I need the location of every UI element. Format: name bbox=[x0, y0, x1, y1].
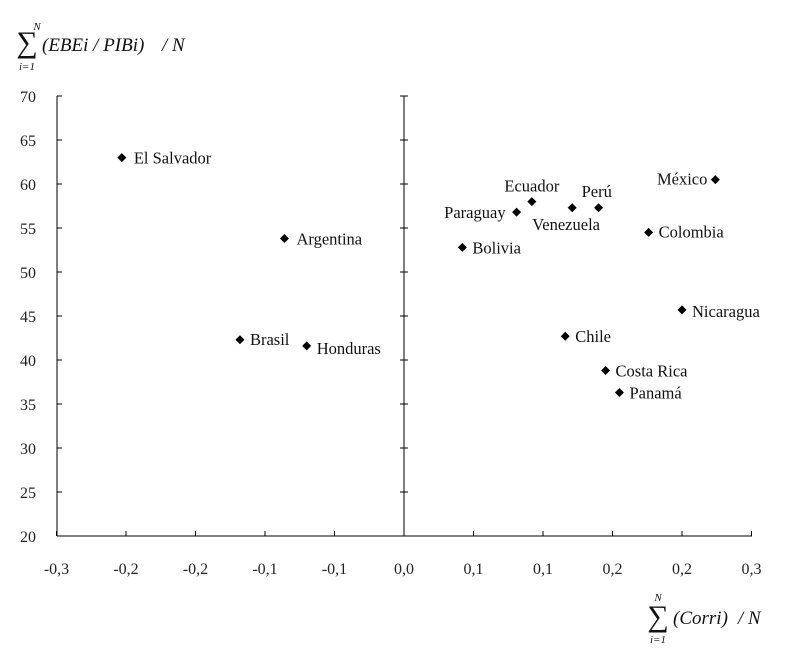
y-tick-label: 30 bbox=[20, 441, 36, 458]
data-point-marker bbox=[279, 234, 289, 244]
y-tick-label: 65 bbox=[20, 133, 36, 150]
data-point-label: El Salvador bbox=[134, 149, 212, 168]
data-point-marker bbox=[457, 242, 467, 252]
data-point-label: Brasil bbox=[250, 330, 290, 349]
data-point-label: Argentina bbox=[296, 230, 362, 249]
x-tick-label: 0,1 bbox=[533, 561, 553, 578]
data-point-label: Honduras bbox=[317, 339, 381, 358]
data-point-label: Ecuador bbox=[504, 177, 559, 196]
data-point-label: México bbox=[657, 170, 707, 189]
x-tick-label: -0,1 bbox=[322, 561, 347, 578]
y-tick-label: 50 bbox=[20, 265, 36, 282]
y-title-expression: (EBEi / PIBi) bbox=[42, 35, 144, 56]
x-tick-label: 0,2 bbox=[603, 561, 623, 578]
y-axis-ticks: 20 25 30 35 40 45 50 55 60 65 70 bbox=[20, 89, 408, 546]
data-point-marker bbox=[644, 227, 654, 237]
y-tick-label: 60 bbox=[20, 177, 36, 194]
data-point-marker bbox=[594, 203, 604, 213]
data-point-marker bbox=[560, 331, 570, 341]
y-sum-lower-limit: i=1 bbox=[19, 61, 35, 73]
x-sum-symbol: ∑ bbox=[647, 600, 668, 633]
y-sum-upper-limit: N bbox=[32, 21, 41, 33]
x-tick-label: -0,2 bbox=[113, 561, 138, 578]
data-point-label: Nicaragua bbox=[692, 302, 760, 321]
x-tick-label: 0,2 bbox=[672, 561, 692, 578]
x-tick-label: 0,3 bbox=[742, 561, 762, 578]
data-point-label: Perú bbox=[582, 182, 612, 201]
y-tick-label: 25 bbox=[20, 485, 36, 502]
y-tick-label: 40 bbox=[20, 353, 36, 370]
data-point-marker bbox=[302, 341, 312, 351]
data-point-marker bbox=[601, 366, 611, 376]
x-tick-label: -0,3 bbox=[44, 561, 69, 578]
y-tick-label: 35 bbox=[20, 397, 36, 414]
data-point-label: Chile bbox=[575, 327, 611, 346]
y-tick-label: 20 bbox=[20, 529, 36, 546]
data-point-marker bbox=[512, 207, 522, 217]
y-sum-symbol: ∑ bbox=[16, 26, 37, 59]
x-tick-label: 0,1 bbox=[464, 561, 484, 578]
x-tick-label: 0,0 bbox=[394, 561, 414, 578]
data-point-marker bbox=[117, 153, 127, 163]
x-title-divisor: / N bbox=[737, 608, 762, 629]
y-title-divisor: / N bbox=[161, 35, 186, 56]
y-tick-label: 45 bbox=[20, 309, 36, 326]
x-sum-upper-limit: N bbox=[653, 592, 662, 604]
data-point-marker bbox=[567, 203, 577, 213]
data-point-label: Panamá bbox=[629, 384, 682, 403]
x-tick-label: -0,2 bbox=[183, 561, 208, 578]
data-point-marker bbox=[710, 175, 720, 185]
data-point-label: Venezuela bbox=[532, 215, 600, 234]
x-title-expression: (Corri) bbox=[673, 608, 728, 629]
data-point-label: Costa Rica bbox=[616, 362, 689, 381]
y-axis-title: N ∑ i=1 (EBEi / PIBi) / N bbox=[16, 21, 186, 73]
x-sum-lower-limit: i=1 bbox=[650, 634, 666, 646]
data-point-marker bbox=[235, 335, 245, 345]
x-axis-title: N ∑ i=1 (Corri) / N bbox=[647, 592, 762, 646]
data-point-marker bbox=[614, 388, 624, 398]
x-axis-ticks: -0,3 -0,2 -0,2 -0,1 -0,1 0,0 0,1 0,1 0,2 0,2 0,3 bbox=[44, 531, 762, 578]
data-point-marker bbox=[527, 197, 537, 207]
data-points: El Salvador Argentina Brasil Honduras Paragu… bbox=[117, 149, 760, 403]
data-point-label: Paraguay bbox=[444, 203, 506, 222]
data-point-marker bbox=[677, 305, 687, 315]
data-point-label: Bolivia bbox=[472, 238, 521, 257]
y-tick-label: 55 bbox=[20, 221, 36, 238]
x-tick-label: -0,1 bbox=[252, 561, 277, 578]
data-point-label: Colombia bbox=[659, 222, 725, 241]
y-tick-label: 70 bbox=[20, 89, 36, 106]
